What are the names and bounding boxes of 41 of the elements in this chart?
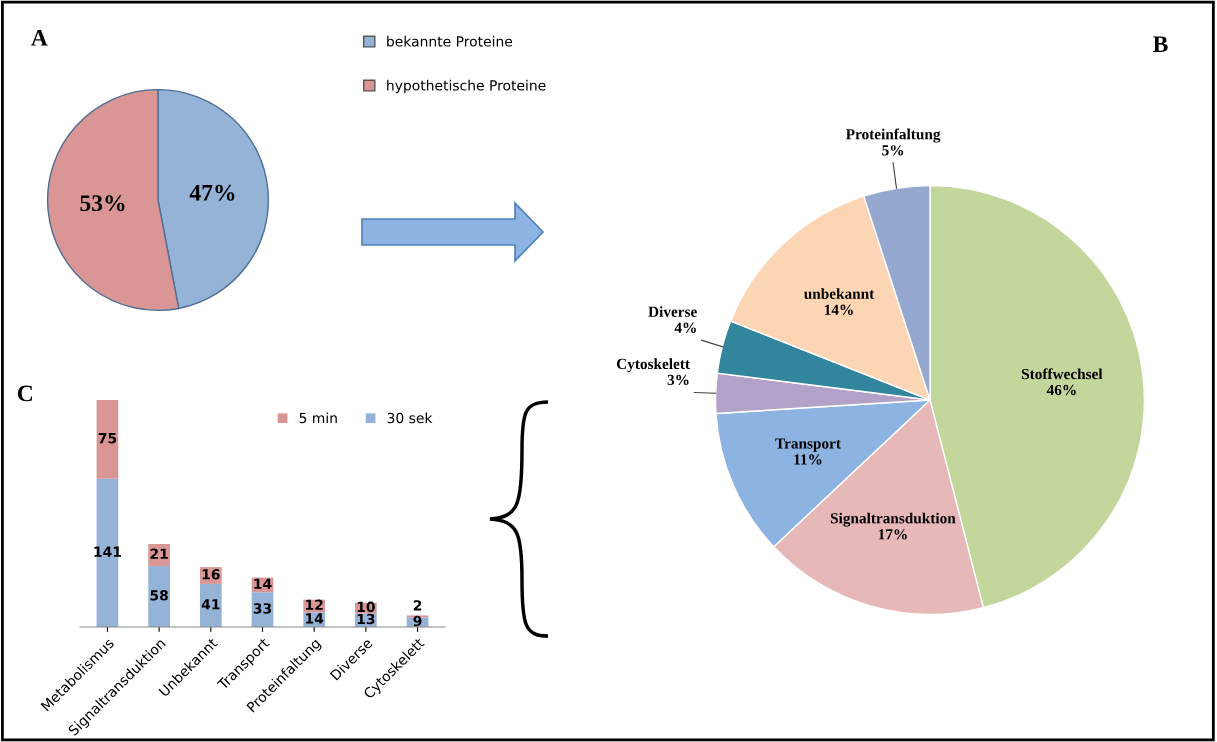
chart-title: B — [1153, 36, 1168, 52]
data-label: 47% — [189, 184, 235, 201]
data-label: 14 — [306, 613, 324, 624]
data-label: 9 — [413, 615, 422, 627]
data-label: 5% — [882, 145, 904, 156]
data-label: 10 — [357, 601, 375, 613]
data-label: 58 — [150, 590, 168, 601]
bar — [199, 583, 222, 627]
data-label: 11% — [794, 454, 822, 465]
legend-label: 5 min — [299, 412, 337, 424]
slice-label: Signaltransduktion — [830, 512, 956, 527]
data-label: 17% — [878, 529, 907, 540]
data-label: 4% — [674, 322, 696, 333]
data-label: 33 — [253, 603, 272, 614]
legend-label: hypothetische Proteine — [387, 79, 546, 94]
data-label: 21 — [150, 548, 168, 559]
data-label: 13 — [357, 613, 375, 625]
data-label: 3% — [667, 374, 689, 386]
chart-title: C — [17, 385, 32, 402]
data-label: 41 — [201, 599, 220, 610]
data-label: 12 — [306, 599, 323, 610]
slice-label: Proteinfaltung — [845, 128, 941, 143]
legend-label: 30 sek — [387, 412, 433, 424]
slice-label: unbekannt — [803, 288, 875, 299]
slice-label: Transport — [775, 438, 841, 452]
slice-label: Diverse — [648, 306, 697, 317]
slice-label: Stoffwechsel — [1021, 368, 1103, 380]
data-label: 14 — [254, 578, 272, 589]
chart-title: A — [31, 30, 48, 46]
slice-label: Cytoskelett — [616, 358, 690, 373]
data-label: 75 — [98, 433, 117, 444]
bar — [148, 566, 170, 627]
data-label: 16 — [202, 569, 220, 580]
data-label: 141 — [94, 546, 121, 557]
data-label: 46% — [1046, 384, 1076, 396]
data-label: 2 — [413, 600, 422, 611]
legend-label: bekannte Proteine — [387, 35, 513, 47]
data-label: 53% — [80, 195, 125, 212]
data-label: 14% — [824, 304, 853, 315]
bar — [96, 478, 119, 627]
bar — [96, 400, 119, 479]
